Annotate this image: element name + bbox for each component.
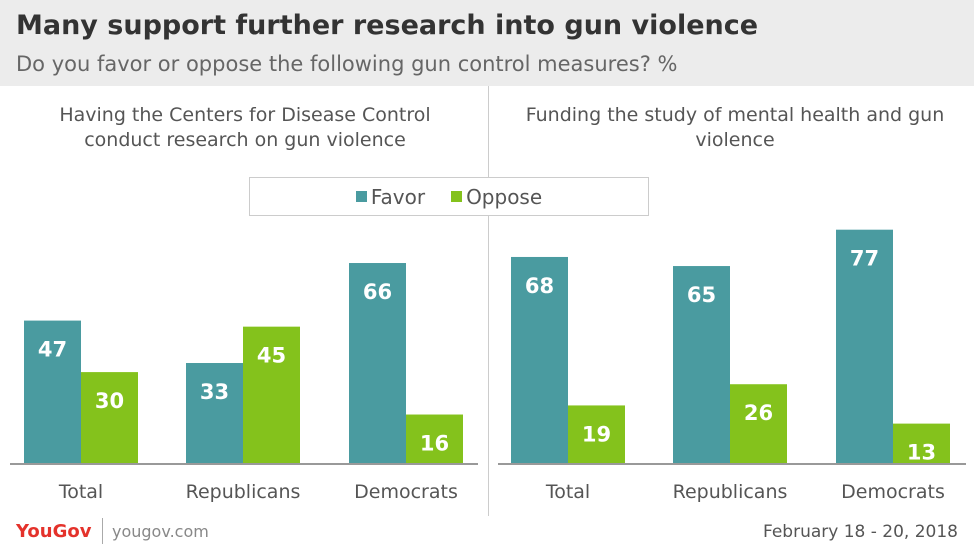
bar-oppose-democrats (406, 414, 463, 463)
bar-oppose-republicans (730, 384, 787, 463)
oppose-swatch (451, 191, 463, 202)
yougov-logo: YouGov (16, 521, 92, 542)
legend-item-favor: Favor (355, 184, 426, 209)
x-tick-label: Total (58, 481, 103, 503)
data-label: 16 (420, 432, 449, 456)
data-label: 30 (95, 389, 124, 413)
chart-title: Many support further research into gun v… (16, 10, 759, 41)
bar-favor-republicans (186, 363, 243, 463)
bar-oppose-total (81, 372, 138, 463)
header-band: Many support further research into gun v… (0, 0, 974, 86)
bar-oppose-republicans (243, 326, 300, 463)
x-tick-label: Democrats (841, 481, 945, 503)
data-label: 66 (363, 280, 392, 304)
bar-favor-total (511, 256, 568, 463)
left-panel-title: Having the Centers for Disease Control c… (59, 104, 431, 151)
data-label: 47 (38, 338, 67, 362)
x-tick-label: Democrats (354, 481, 458, 503)
footer-date: February 18 - 20, 2018 (762, 522, 958, 542)
x-tick-label: Republicans (186, 481, 301, 503)
bar-oppose-total (568, 405, 625, 463)
favor-swatch (355, 191, 367, 202)
right-panel-title: Funding the study of mental health and g… (525, 104, 945, 151)
bar-favor-democrats (836, 229, 893, 463)
footer-separator (102, 518, 103, 544)
bar-favor-republicans (673, 266, 730, 463)
bar-favor-total (24, 320, 81, 463)
legend-label-favor: Favor (370, 184, 426, 209)
chart-subtitle: Do you favor or oppose the following gun… (16, 52, 678, 76)
footer-site: yougov.com (112, 522, 209, 541)
panel-divider (488, 86, 489, 516)
data-label: 26 (744, 401, 773, 425)
data-label: 68 (525, 274, 554, 298)
data-label: 77 (850, 247, 879, 271)
data-label: 45 (257, 344, 286, 368)
data-label: 13 (907, 441, 936, 465)
x-tick-label: Total (545, 481, 590, 503)
legend: Favor Oppose (249, 177, 649, 216)
bar-oppose-democrats (893, 423, 950, 463)
bar-favor-democrats (349, 263, 406, 463)
data-label: 19 (582, 422, 611, 446)
data-label: 65 (687, 283, 716, 307)
x-tick-label: Republicans (673, 481, 788, 503)
legend-label-oppose: Oppose (466, 184, 543, 209)
legend-item-oppose: Oppose (451, 185, 542, 209)
data-label: 33 (200, 380, 229, 404)
